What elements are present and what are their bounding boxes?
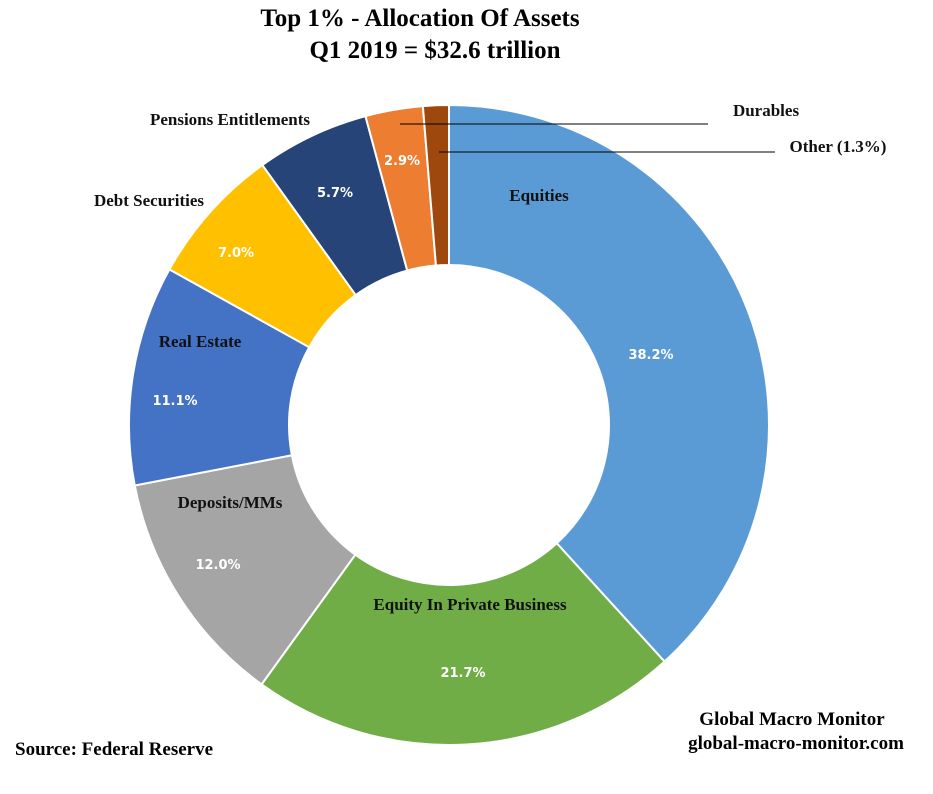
category-label-deposits-mms: Deposits/MMs (178, 493, 283, 512)
value-label-real-estate: 11.1% (152, 394, 197, 409)
value-label-debt-securities: 7.0% (218, 246, 254, 261)
label-group: Equities 38.2% Equity In Private Business 2… (94, 101, 886, 681)
slice-equities (448, 103, 771, 663)
source-note: Source: Federal Reserve (15, 739, 213, 760)
category-label-equity-in-private-business: Equity In Private Business (373, 595, 567, 614)
value-label-deposits-mms: 12.0% (195, 558, 240, 573)
slice-group (128, 103, 771, 746)
brand-name: Global Macro Monitor (699, 709, 885, 730)
brand-url: global-macro-monitor.com (688, 733, 904, 754)
category-label-debt-securities: Debt Securities (94, 191, 204, 210)
category-label-durables: Durables (733, 101, 800, 120)
leader-lines (400, 123, 775, 153)
category-label-pensions-entitlements: Pensions Entitlements (150, 110, 310, 129)
chart-subtitle: Q1 2019 = $32.6 trillion (309, 37, 560, 64)
chart-title: Top 1% - Allocation Of Assets (260, 5, 580, 32)
slice-deposits-mms (133, 454, 357, 686)
value-label-durables: 2.9% (384, 154, 420, 169)
category-label-equities: Equities (509, 186, 569, 205)
category-label-other-1-3: Other (1.3%) (790, 137, 887, 156)
value-label-equities: 38.2% (628, 348, 673, 363)
slice-other-1-3 (421, 103, 450, 267)
category-label-real-estate: Real Estate (159, 332, 242, 351)
value-label-pensions-entitlements: 5.7% (317, 186, 353, 201)
value-label-equity-in-private-business: 21.7% (440, 666, 485, 681)
slice-equity-in-private-business (260, 541, 666, 746)
